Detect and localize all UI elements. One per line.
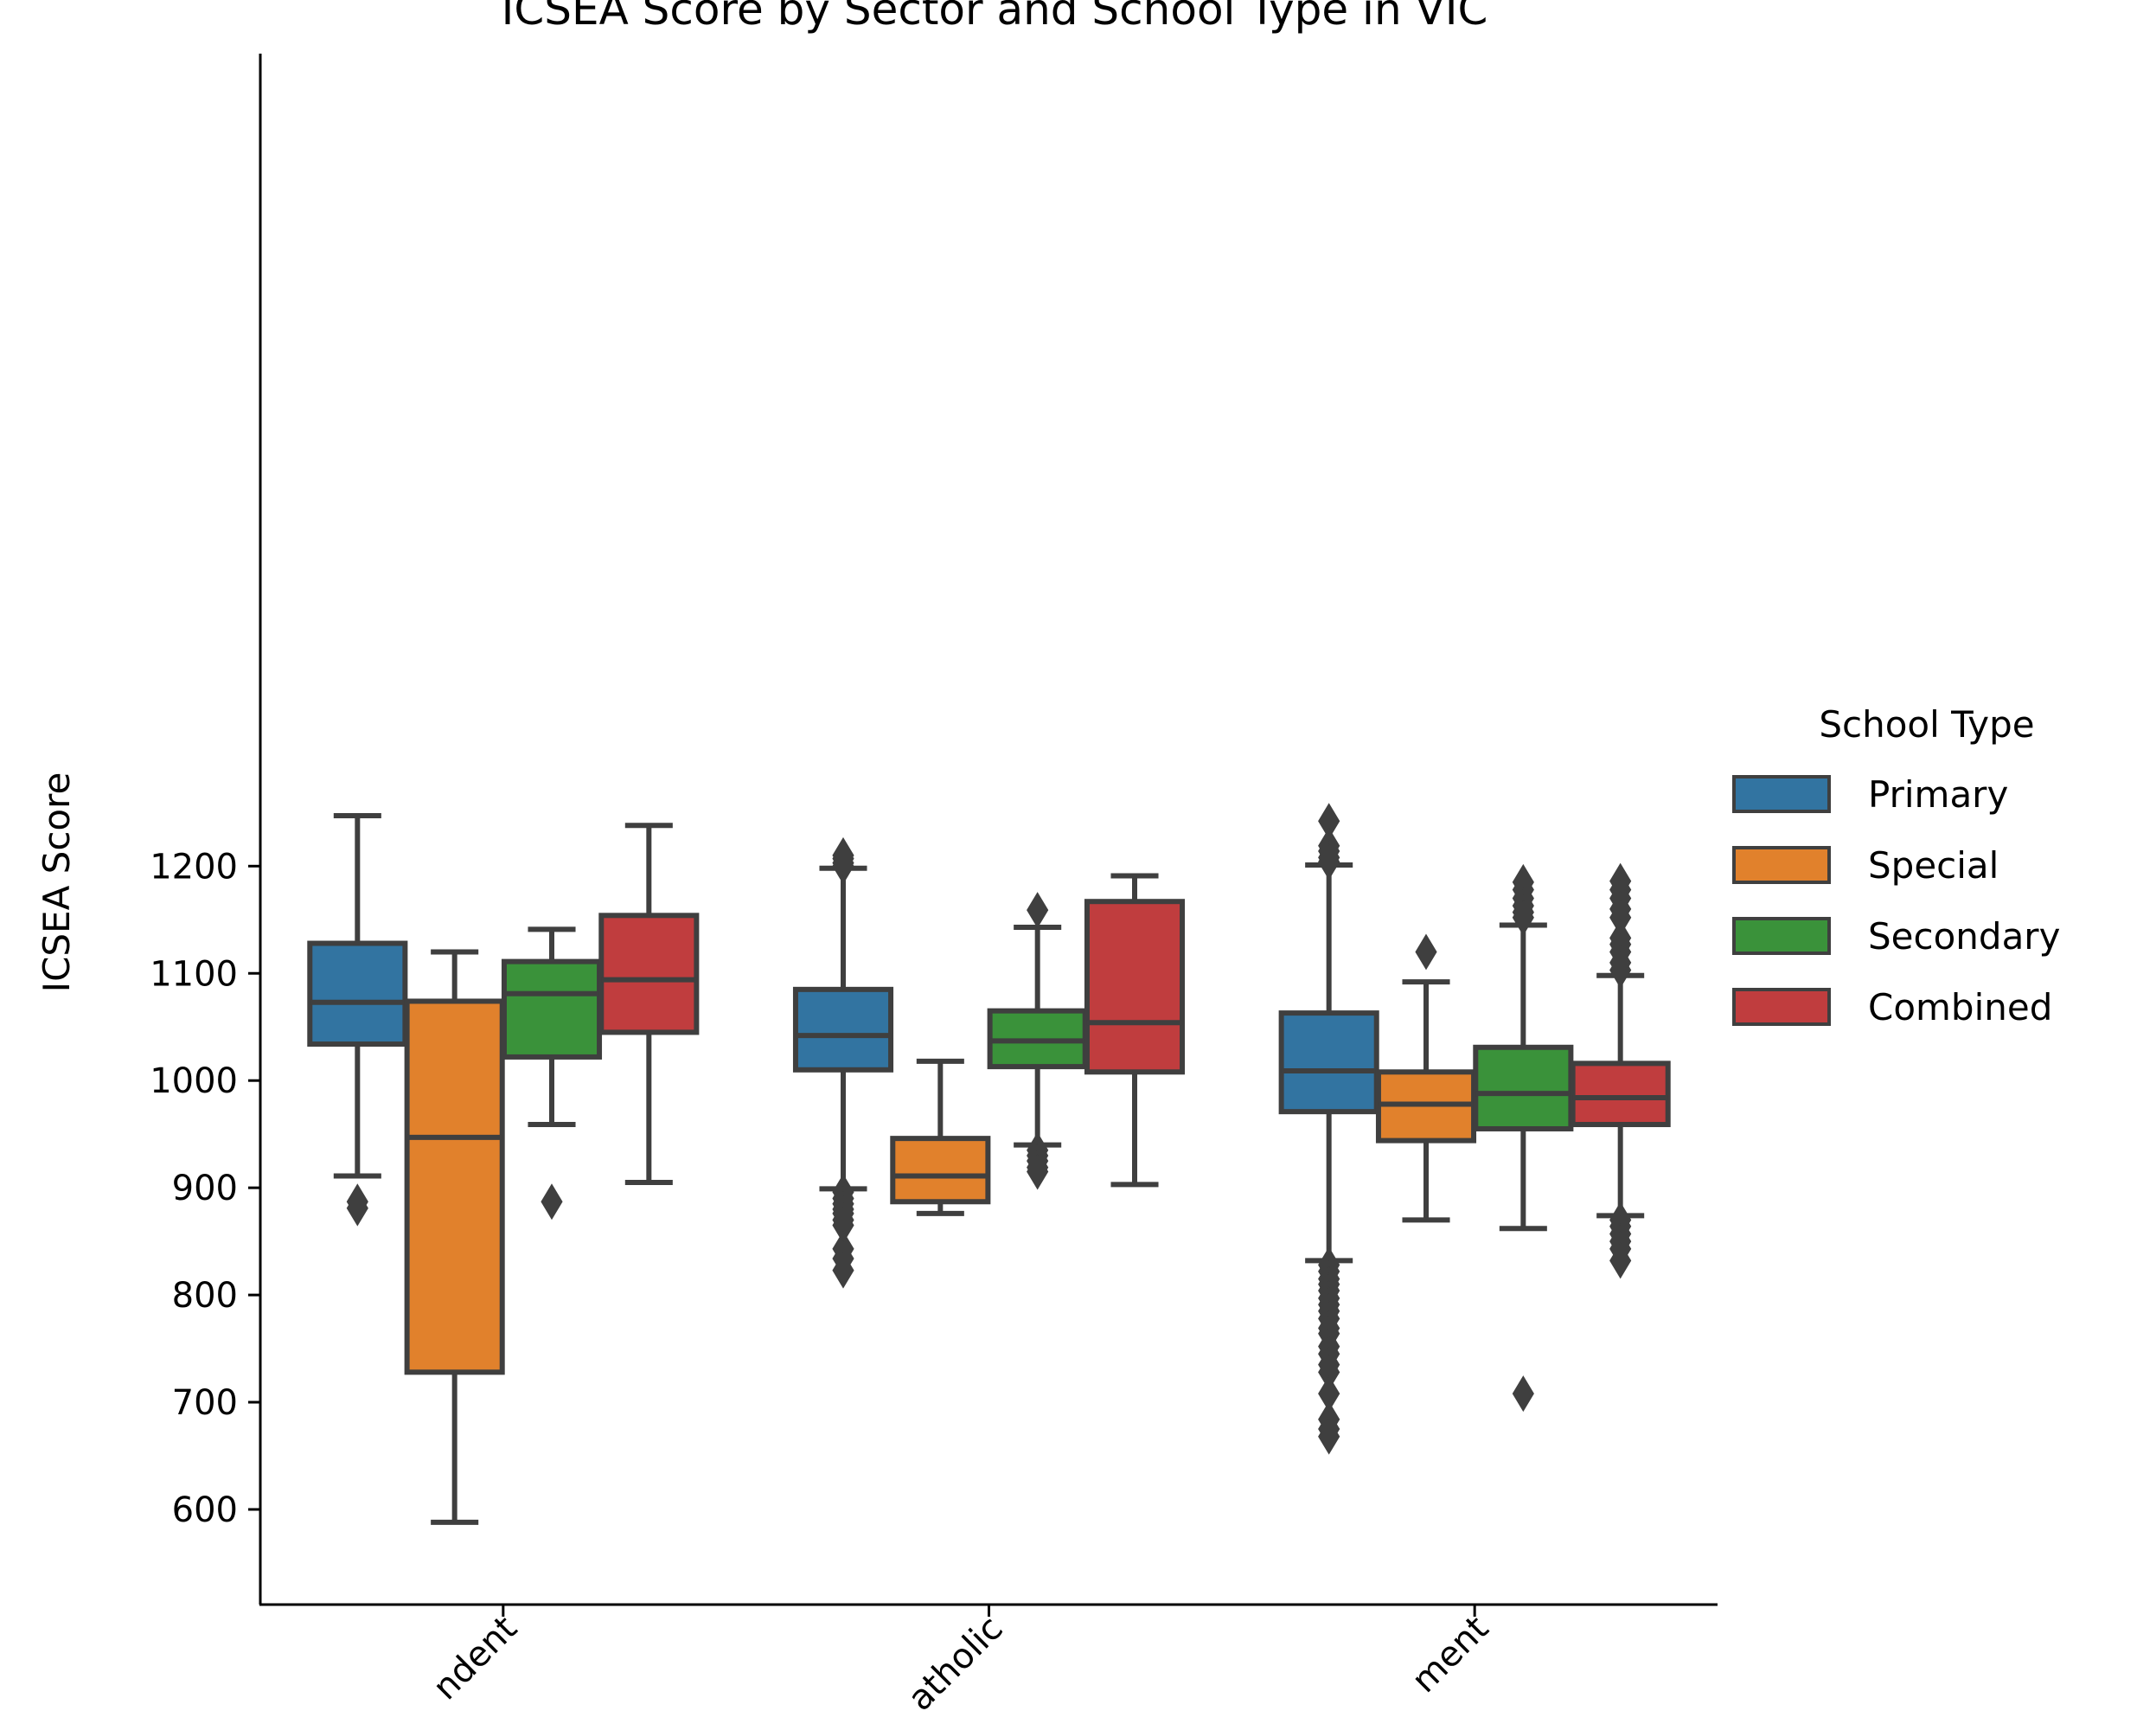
outlier-point [832,1252,854,1289]
y-tick-label: 700 [172,1383,238,1423]
x-tick-label: ment [1404,1609,1496,1701]
legend-label: Primary [1868,773,2008,816]
box-iqr [1278,1010,1379,1115]
legend-label: Special [1868,844,1999,887]
legend-title: School Type [1819,703,2034,746]
outlier-point [1609,952,1632,989]
legend-label: Secondary [1868,915,2060,958]
legend-swatch [1732,846,1831,884]
outlier-point [1609,1242,1632,1279]
outlier-point [832,836,854,874]
outlier-point [346,1183,368,1221]
y-axis-label: ICSEA Score [35,772,78,993]
box-iqr [501,958,603,1060]
box-iqr [792,986,894,1073]
boxes-group [307,803,1671,1525]
legend-swatch [1732,988,1831,1026]
box-iqr [1473,1044,1574,1131]
box-iqr [1084,899,1186,1075]
outlier-point [1318,843,1340,881]
box-iqr [307,940,408,1048]
y-tick-label: 800 [172,1276,238,1316]
outlier-point [1027,892,1049,929]
chart-title: ICSEA Score by Sector and School Type in… [502,0,1488,35]
outlier-point [1027,1153,1049,1190]
outlier-point [1512,1375,1534,1413]
box-iqr [1570,1060,1671,1128]
box-iqr [890,1136,991,1205]
y-tick-label: 600 [172,1490,238,1530]
legend-swatch [1732,917,1831,955]
outlier-point [1415,933,1437,971]
outlier-point [1512,899,1534,936]
y-tick-label: 900 [172,1169,238,1208]
y-tick-label: 1000 [150,1061,238,1101]
x-ticks-group: ndent atholic ment [425,1605,1496,1719]
x-tick-label: atholic [900,1609,1010,1719]
y-tick-label: 1200 [150,847,238,887]
x-tick-label: ndent [425,1609,525,1708]
legend-swatch [1732,775,1831,813]
box-iqr [404,998,505,1375]
legend: School Type Primary Special Secondary Combi… [1732,703,2060,1028]
y-tick-label: 1100 [150,954,238,994]
y-ticks-group: 600 700 800 900 1000 1100 1200 [150,847,260,1530]
legend-label: Combined [1868,986,2052,1028]
box-iqr [598,913,700,1035]
outlier-point [1318,1418,1340,1455]
outlier-point [541,1183,563,1221]
